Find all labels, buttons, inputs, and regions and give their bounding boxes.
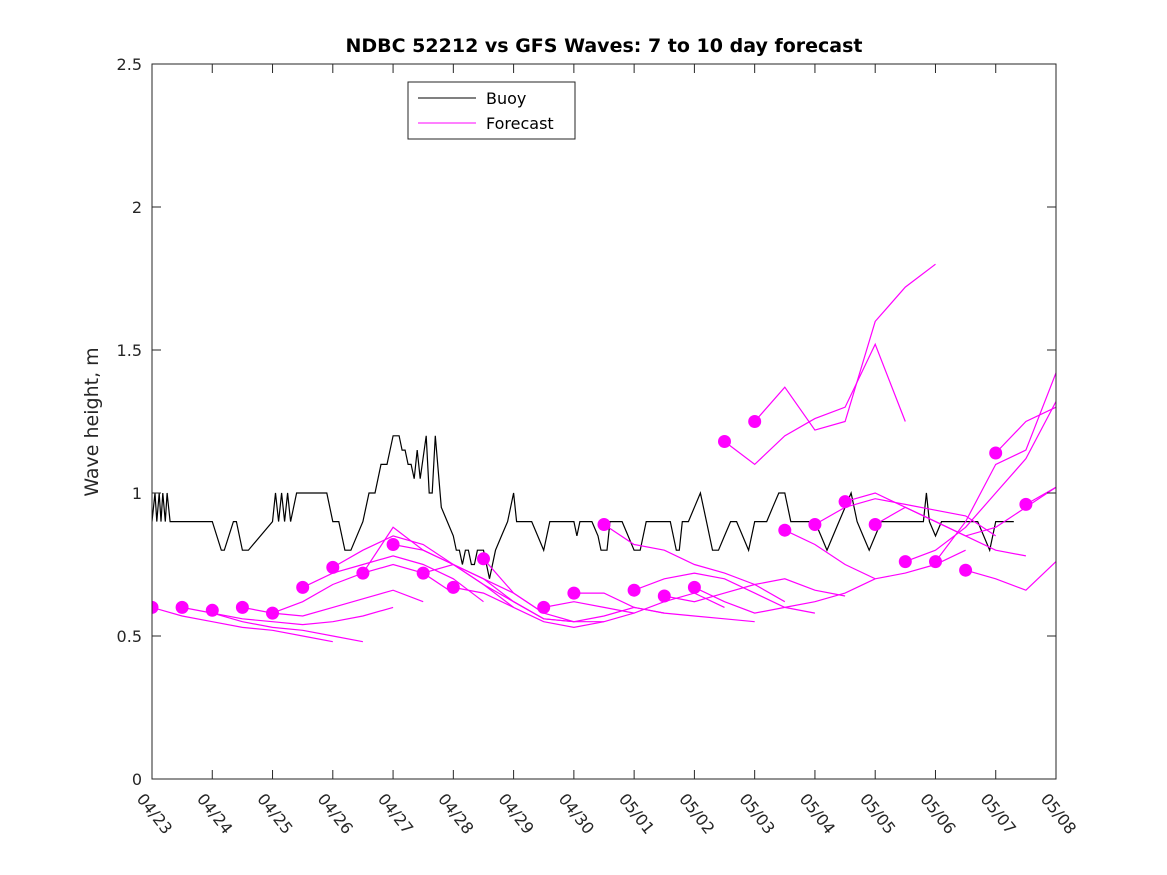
legend-box: [407, 81, 576, 140]
y-tick-label: 1: [132, 484, 142, 503]
forecast-marker: [235, 600, 249, 614]
forecast-marker: [175, 600, 189, 614]
forecast-marker: [778, 523, 792, 537]
legend-forecast-label: Forecast: [486, 114, 554, 133]
forecast-marker: [446, 580, 460, 594]
forecast-marker: [477, 552, 490, 566]
forecast-marker: [537, 600, 551, 614]
forecast-marker: [567, 586, 581, 600]
legend: Buoy Forecast: [407, 81, 576, 140]
forecast-line-28: [995, 406, 1056, 454]
forecast-line-17: [664, 578, 846, 603]
forecast-marker: [718, 435, 731, 448]
forecast-line-3: [212, 606, 394, 626]
forecast-marker: [929, 555, 942, 569]
forecast-marker: [416, 566, 430, 580]
forecast-marker: [627, 583, 641, 597]
y-axis-label: Wave height, m: [81, 347, 103, 496]
forecast-line-18: [694, 578, 876, 614]
forecast-line-27: [965, 561, 1056, 591]
forecast-marker: [687, 580, 701, 594]
forecast-marker: [657, 589, 671, 603]
plot-area: [152, 263, 1056, 643]
legend-buoy-label: Buoy: [486, 89, 526, 108]
y-tick-label: 2: [132, 198, 142, 217]
forecast-marker: [898, 555, 912, 569]
forecast-marker: [356, 566, 370, 580]
chart-title: NDBC 52212 vs GFS Waves: 7 to 10 day for…: [345, 35, 862, 57]
forecast-marker: [266, 606, 279, 620]
buoy-series-line: [152, 435, 1014, 579]
forecast-marker: [868, 518, 882, 531]
forecast-line-25: [905, 401, 1056, 563]
forecast-marker: [597, 518, 611, 531]
forecast-marker: [326, 560, 340, 574]
forecast-marker: [959, 563, 973, 577]
forecast-line-20: [754, 263, 936, 431]
y-tick-label: 2.5: [117, 55, 142, 74]
forecast-marker: [989, 446, 1003, 460]
axes-box: [151, 63, 1057, 780]
forecast-marker: [748, 415, 762, 428]
forecast-line-11: [453, 586, 635, 629]
forecast-marker: [152, 600, 159, 614]
y-tick-label: 0: [132, 770, 142, 789]
forecast-line-19: [724, 342, 906, 466]
forecast-line-14: [573, 592, 755, 623]
y-tick-label: 1.5: [117, 341, 142, 360]
forecast-marker: [296, 580, 310, 594]
forecast-line-26: [935, 372, 1056, 562]
forecast-marker: [205, 603, 219, 617]
forecast-marker: [808, 518, 822, 531]
forecast-marker: [386, 538, 400, 551]
y-tick-label: 0.5: [117, 627, 142, 646]
forecast-marker: [838, 495, 852, 509]
forecast-marker: [1019, 497, 1033, 511]
forecast-line-1: [152, 606, 333, 643]
